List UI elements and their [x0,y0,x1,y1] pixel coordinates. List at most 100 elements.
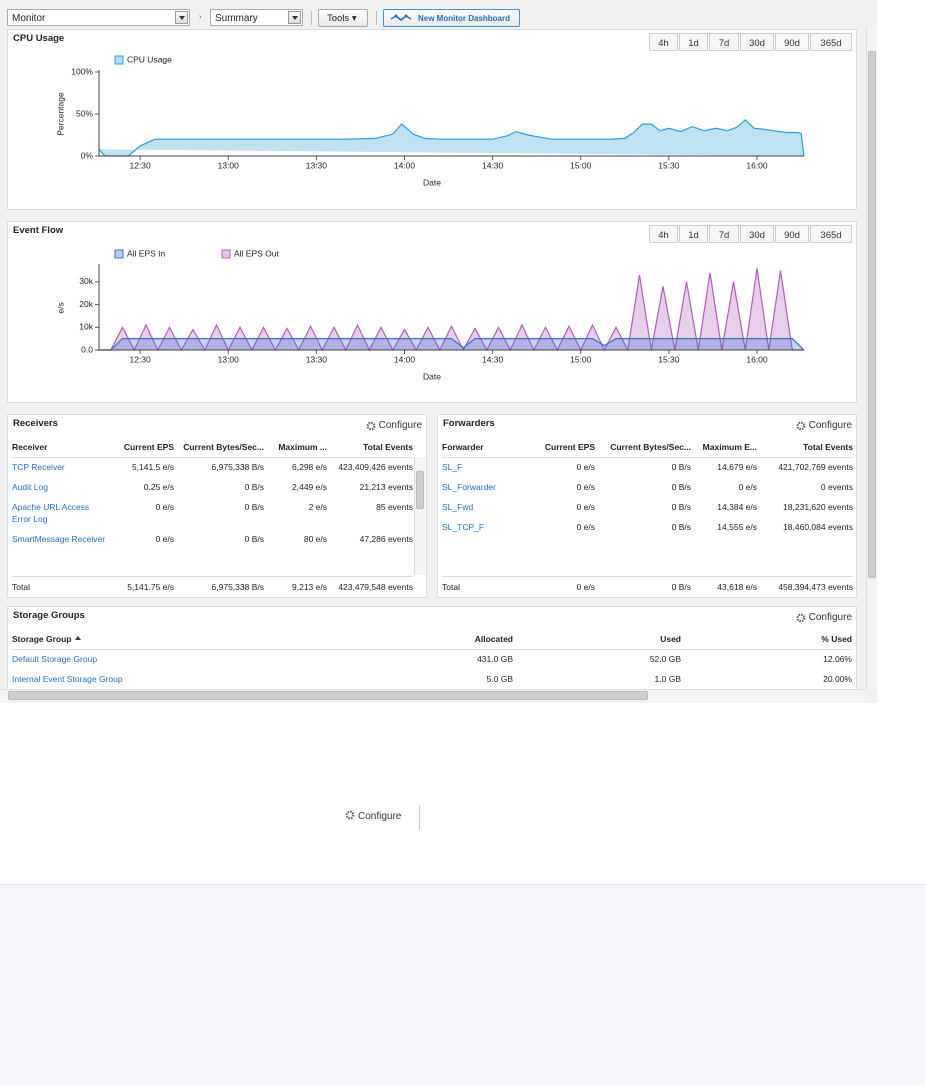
table-cell: 0.25 e/s [143,482,174,492]
x-tick-label: 15:00 [570,354,592,364]
table-row: SL_Fwd 0 e/s 0 B/s 14,384 e/s 18,231,620 eve… [442,497,853,517]
gear-hole [799,424,803,427]
table-cell: 14,384 e/s [717,502,757,512]
gear-ring [796,421,806,430]
range-button[interactable]: 7d [709,33,739,51]
table-cell: 5.0 GB [486,674,513,684]
row-link[interactable]: Default Storage Group [12,654,98,664]
range-buttons: 4h 1d 7d 30d 90d 365d [648,225,852,243]
column-header-text: Receiver [12,441,48,452]
row-link[interactable]: SL_Forwarder [442,482,496,492]
row-link[interactable]: Apache URL Access Error Log [12,502,90,524]
table-row: SL_Forwarder 0 e/s 0 B/s 0 e/s 0 events [442,477,853,497]
x-axis-label: Date [423,177,441,187]
range-button[interactable]: 4h [649,33,678,51]
table-row: Audit Log 0.25 e/s 0 B/s 2,449 e/s 21,213 ev… [12,477,413,497]
table-cell: 0 B/s [671,462,691,472]
page-select[interactable]: Summary [210,9,303,26]
x-tick-label: 14:00 [394,160,416,170]
configure-button[interactable]: Configure [366,420,422,431]
x-tick-label: 12:30 [129,160,151,170]
legend-swatch [221,249,231,259]
column-header-text: Forwarder [442,441,484,452]
tools-button[interactable]: Tools ▾ [318,9,368,27]
range-button[interactable]: 365d [810,225,852,243]
storage-groups-panel: Storage Groups Configure Storage Group Allo… [7,606,857,696]
table-cell: 421,702,769 events [778,462,853,472]
table-header: Forwarder Current EPS Current Bytes/Sec...… [442,437,853,458]
gear-icon [796,613,806,622]
table-cell: 0 B/s [671,482,691,492]
total-cell: Total [442,582,460,592]
gear-ring [345,810,355,820]
column-header: Current Bytes/Sec... [174,437,264,458]
table-cell: 5,141.5 e/s [131,462,174,472]
table-scrollbar[interactable] [414,457,425,575]
header-row: Receiver Current EPS Current Bytes/Sec... M… [12,437,413,458]
table-cell: 12.06% [823,654,852,664]
data-table: SL_F 0 e/s 0 B/s 14,679 e/s 421,702,769 even… [442,457,853,537]
total-row: Total 0 e/s 0 B/s 43,618 e/s 458,394,473 eve… [442,577,853,598]
table-cell: 47,286 events [359,534,413,544]
configure-label: Configure [808,420,852,431]
table-cell: 14,555 e/s [717,522,757,532]
range-button[interactable]: 7d [709,225,739,243]
range-button[interactable]: 1d [679,225,708,243]
y-tick-label: 20k [79,299,93,309]
y-tick-label: 100% [71,66,93,76]
table-body: Default Storage Group 431.0 GB 52.0 GB 12.0… [12,649,852,695]
table-row: SL_F 0 e/s 0 B/s 14,679 e/s 421,702,769 even… [442,457,853,477]
table-cell: 21,213 events [359,482,413,492]
x-tick-label: 14:00 [394,354,416,364]
range-button[interactable]: 90d [775,225,809,243]
configure-button[interactable]: Configure [345,810,401,823]
configure-button[interactable]: Configure [796,612,852,623]
gear-icon [796,421,806,430]
column-header: Current EPS [107,437,174,458]
row-link[interactable]: SL_Fwd [442,502,474,512]
table-cell: 2 e/s [308,502,327,512]
row-link[interactable]: TCP Receiver [12,462,65,472]
horizontal-scrollbar[interactable] [0,689,866,701]
range-button[interactable]: 30d [740,33,774,51]
table-body: TCP Receiver 5,141.5 e/s 6,975,338 B/s 6,29… [12,457,413,574]
vertical-scrollbar[interactable] [866,29,877,689]
table-cell: 0 e/s [576,462,595,472]
view-select[interactable]: Monitor [7,9,190,26]
data-table: TCP Receiver 5,141.5 e/s 6,975,338 B/s 6,29… [12,457,413,549]
x-tick-label: 13:00 [218,354,240,364]
x-tick-label: 13:30 [306,160,328,170]
configure-label: Configure [358,811,402,822]
row-link[interactable]: Audit Log [12,482,48,492]
configure-button[interactable]: Configure [796,420,852,431]
dashboard-icon [390,14,412,21]
range-button[interactable]: 365d [810,33,852,51]
table-row: SmartMessage Receiver 0 e/s 0 B/s 80 e/s 47,… [12,529,413,549]
row-link[interactable]: SL_F [442,462,463,472]
table-cell: 80 e/s [303,534,327,544]
divider [419,805,420,830]
table-header: Receiver Current EPS Current Bytes/Sec... M… [12,437,413,458]
range-button[interactable]: 30d [740,225,774,243]
column-header-text: Maximum ... [278,441,327,452]
table-cell: 0 B/s [244,502,264,512]
new-dashboard-button[interactable]: New Monitor Dashboard [383,9,520,27]
table-cell: 85 events [376,502,413,512]
table-cell: 2,449 e/s [292,482,327,492]
scroll-thumb[interactable] [868,51,876,578]
view-select-text: Monitor [12,13,46,24]
x-tick-label: 15:30 [658,160,680,170]
y-tick-label: 30k [79,276,93,286]
range-button[interactable]: 90d [775,33,809,51]
row-link[interactable]: SmartMessage Receiver [12,534,106,544]
range-button[interactable]: 4h [649,225,678,243]
row-link[interactable]: SL_TCP_F [442,522,485,532]
column-header: Current EPS [542,437,595,458]
y-axis-label: e/s [55,302,65,313]
sort-arrow [74,633,81,641]
scroll-thumb[interactable] [8,691,648,700]
table-cell: 18,460,084 events [783,522,853,532]
range-button[interactable]: 1d [679,33,708,51]
row-link[interactable]: Internal Event Storage Group [12,674,123,684]
gear-icon [345,810,355,820]
